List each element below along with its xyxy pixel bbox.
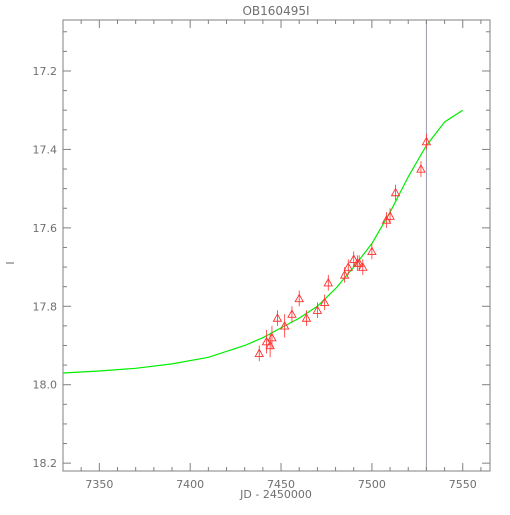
data-point [416,164,426,173]
data-point [348,254,359,263]
y-tick-label: 18.0 [33,379,58,392]
model-fit-curve [62,109,464,374]
y-tick-label: 18.2 [33,457,58,470]
plot-frame [62,19,491,472]
data-point [385,211,395,220]
data-point [294,293,304,303]
data-point [390,187,401,197]
data-point [287,309,297,318]
y-tick-label: 17.2 [33,65,58,78]
data-point [421,136,432,146]
y-tick-label: 17.6 [33,222,58,235]
x-tick-label: 7400 [176,478,204,491]
x-tick-label: 7350 [85,478,113,491]
data-point [358,262,368,271]
data-point [272,313,283,322]
data-point [343,262,354,271]
x-axis-label: JD - 2450000 [239,488,312,501]
x-tick-label: 7500 [358,478,386,491]
data-point [254,348,265,357]
data-point [301,313,312,322]
data-point [312,305,323,314]
y-tick-label: 17.4 [33,143,58,156]
data-point [267,332,277,342]
y-axis-label: I [4,261,17,264]
data-point [319,297,330,307]
data-point [367,246,377,256]
x-tick-label: 7550 [449,478,477,491]
data-point [354,258,364,267]
data-point [279,320,290,330]
data-point [339,269,350,279]
chart-title: OB160495I [242,4,309,18]
y-tick-label: 17.8 [33,300,58,313]
x-tick-label: 7450 [267,478,295,491]
data-point [323,277,334,287]
